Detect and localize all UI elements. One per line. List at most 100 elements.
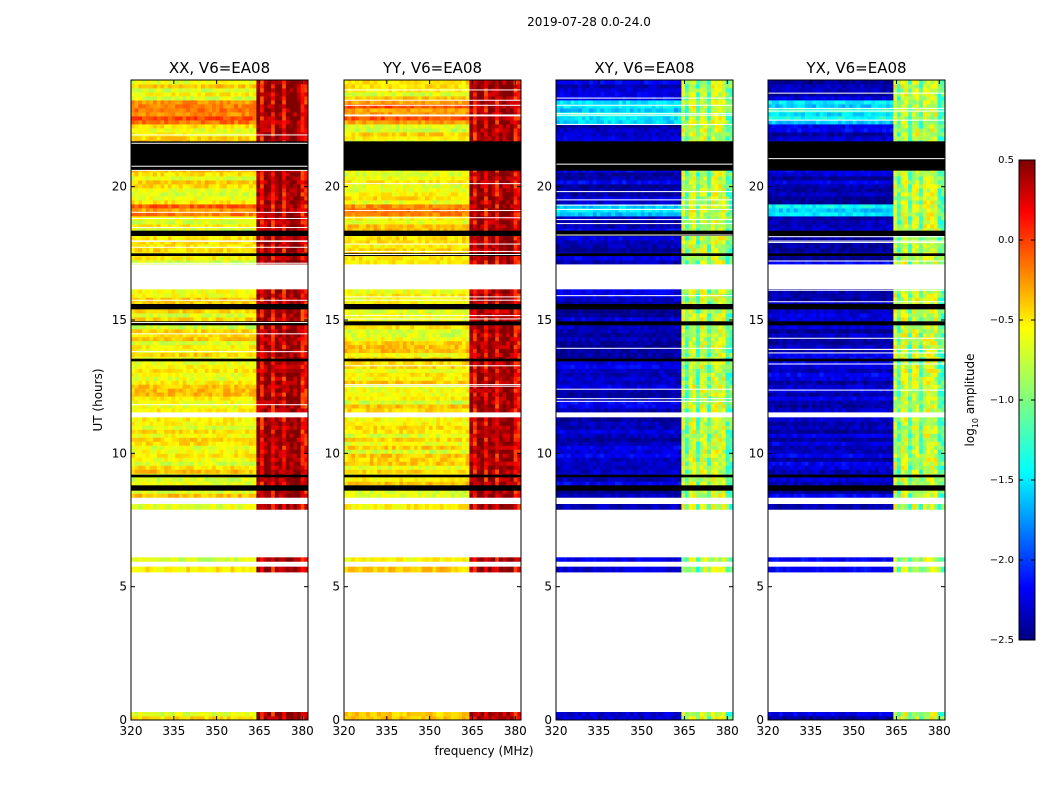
heatmap-cell [204, 297, 209, 302]
heatmap-cell [204, 228, 209, 233]
heatmap-cell [278, 388, 283, 393]
heatmap-cell [193, 92, 198, 97]
heatmap-cell [282, 465, 287, 470]
heatmap-cell [234, 100, 239, 105]
heatmap-cell [186, 228, 191, 233]
heatmap-cell [285, 256, 290, 261]
heatmap-cell [263, 116, 268, 121]
heatmap-cell [145, 566, 150, 573]
heatmap-cell [219, 425, 224, 430]
heatmap-cell [149, 80, 154, 85]
heatmap-cell [223, 336, 228, 342]
heatmap-cell [267, 224, 272, 229]
heatmap-cell [212, 380, 217, 385]
heatmap-cell [230, 557, 235, 562]
heatmap-cell [249, 244, 254, 249]
heatmap-cell [289, 336, 294, 342]
heatmap-cell [190, 461, 195, 466]
heatmap-cell [260, 404, 265, 409]
heatmap-cell [263, 220, 268, 225]
heatmap-cell [252, 566, 257, 573]
heatmap-cell [197, 489, 202, 494]
heatmap-cell [138, 104, 143, 109]
heatmap-cell [293, 469, 298, 474]
heatmap-cell [175, 449, 180, 454]
heatmap-cell [160, 352, 165, 358]
heatmap-cell [282, 489, 287, 494]
heatmap-cell [201, 396, 206, 401]
heatmap-cell [142, 84, 147, 89]
heatmap-cell [399, 716, 404, 721]
heatmap-cell [208, 344, 213, 350]
heatmap-cell [304, 417, 309, 422]
heatmap-cell [201, 313, 206, 318]
heatmap-cell [204, 465, 209, 470]
heatmap-cell [237, 248, 243, 253]
heatmap-cell [193, 297, 198, 302]
heatmap-cell [153, 417, 158, 422]
heatmap-cell [249, 289, 254, 294]
heatmap-cell [237, 108, 243, 113]
heatmap-cell [131, 317, 136, 322]
heatmap-cell [237, 348, 243, 354]
heatmap-cell [274, 224, 279, 229]
heatmap-cell [304, 453, 309, 458]
heatmap-cell [241, 256, 246, 261]
heatmap-cell [234, 260, 239, 265]
heatmap-cell [201, 400, 206, 405]
heatmap-cell [175, 344, 180, 350]
heatmap-cell [212, 332, 217, 338]
heatmap-cell [190, 108, 195, 113]
heatmap-cell [153, 100, 158, 105]
heatmap-cell [178, 256, 184, 261]
heatmap-cell [138, 188, 143, 193]
heatmap-cell [256, 88, 261, 93]
heatmap-cell [138, 372, 143, 377]
heatmap-cell [234, 477, 239, 482]
heatmap-cell [271, 317, 276, 322]
heatmap-cell [289, 240, 294, 245]
heatmap-cell [252, 716, 257, 721]
heatmap-cell [237, 180, 243, 185]
heatmap-cell [160, 344, 165, 350]
heatmap-cell [267, 380, 272, 385]
heatmap-cell [197, 120, 202, 125]
heatmap-cell [230, 184, 235, 189]
heatmap-cell [197, 184, 202, 189]
heatmap-cell [274, 380, 279, 385]
heatmap-cell [293, 132, 298, 137]
heatmap-cell [249, 236, 254, 241]
heatmap-cell [164, 396, 169, 401]
heatmap-cell [215, 445, 220, 450]
heatmap-cell [167, 172, 172, 177]
heatmap-cell [241, 376, 246, 381]
heatmap-cell [278, 208, 283, 213]
heatmap-cell [234, 344, 239, 350]
heatmap-cell [171, 465, 176, 470]
heatmap-cell [237, 301, 243, 306]
heatmap-cell [230, 396, 235, 401]
heatmap-cell [156, 392, 161, 397]
heatmap-cell [241, 112, 246, 117]
heatmap-cell [160, 489, 165, 494]
heatmap-cell [226, 425, 231, 430]
heatmap-cell [282, 360, 287, 365]
heatmap-cell [252, 180, 257, 185]
heatmap-cell [212, 176, 217, 181]
heatmap-cell [153, 392, 158, 397]
heatmap-cell [175, 192, 180, 197]
heatmap-cell [300, 441, 305, 446]
heatmap-cell [156, 469, 161, 474]
heatmap-cell [226, 196, 231, 201]
heatmap-cell [208, 88, 213, 93]
heatmap-cell [142, 396, 147, 401]
heatmap-cell [208, 557, 213, 562]
heatmap-cell [282, 372, 287, 377]
heatmap-cell [274, 376, 279, 381]
heatmap-cell [134, 172, 139, 177]
heatmap-cell [164, 328, 169, 334]
heatmap-cell [293, 244, 298, 249]
heatmap-cell [223, 433, 228, 438]
heatmap-cell [271, 360, 276, 365]
heatmap-cell [212, 92, 217, 97]
